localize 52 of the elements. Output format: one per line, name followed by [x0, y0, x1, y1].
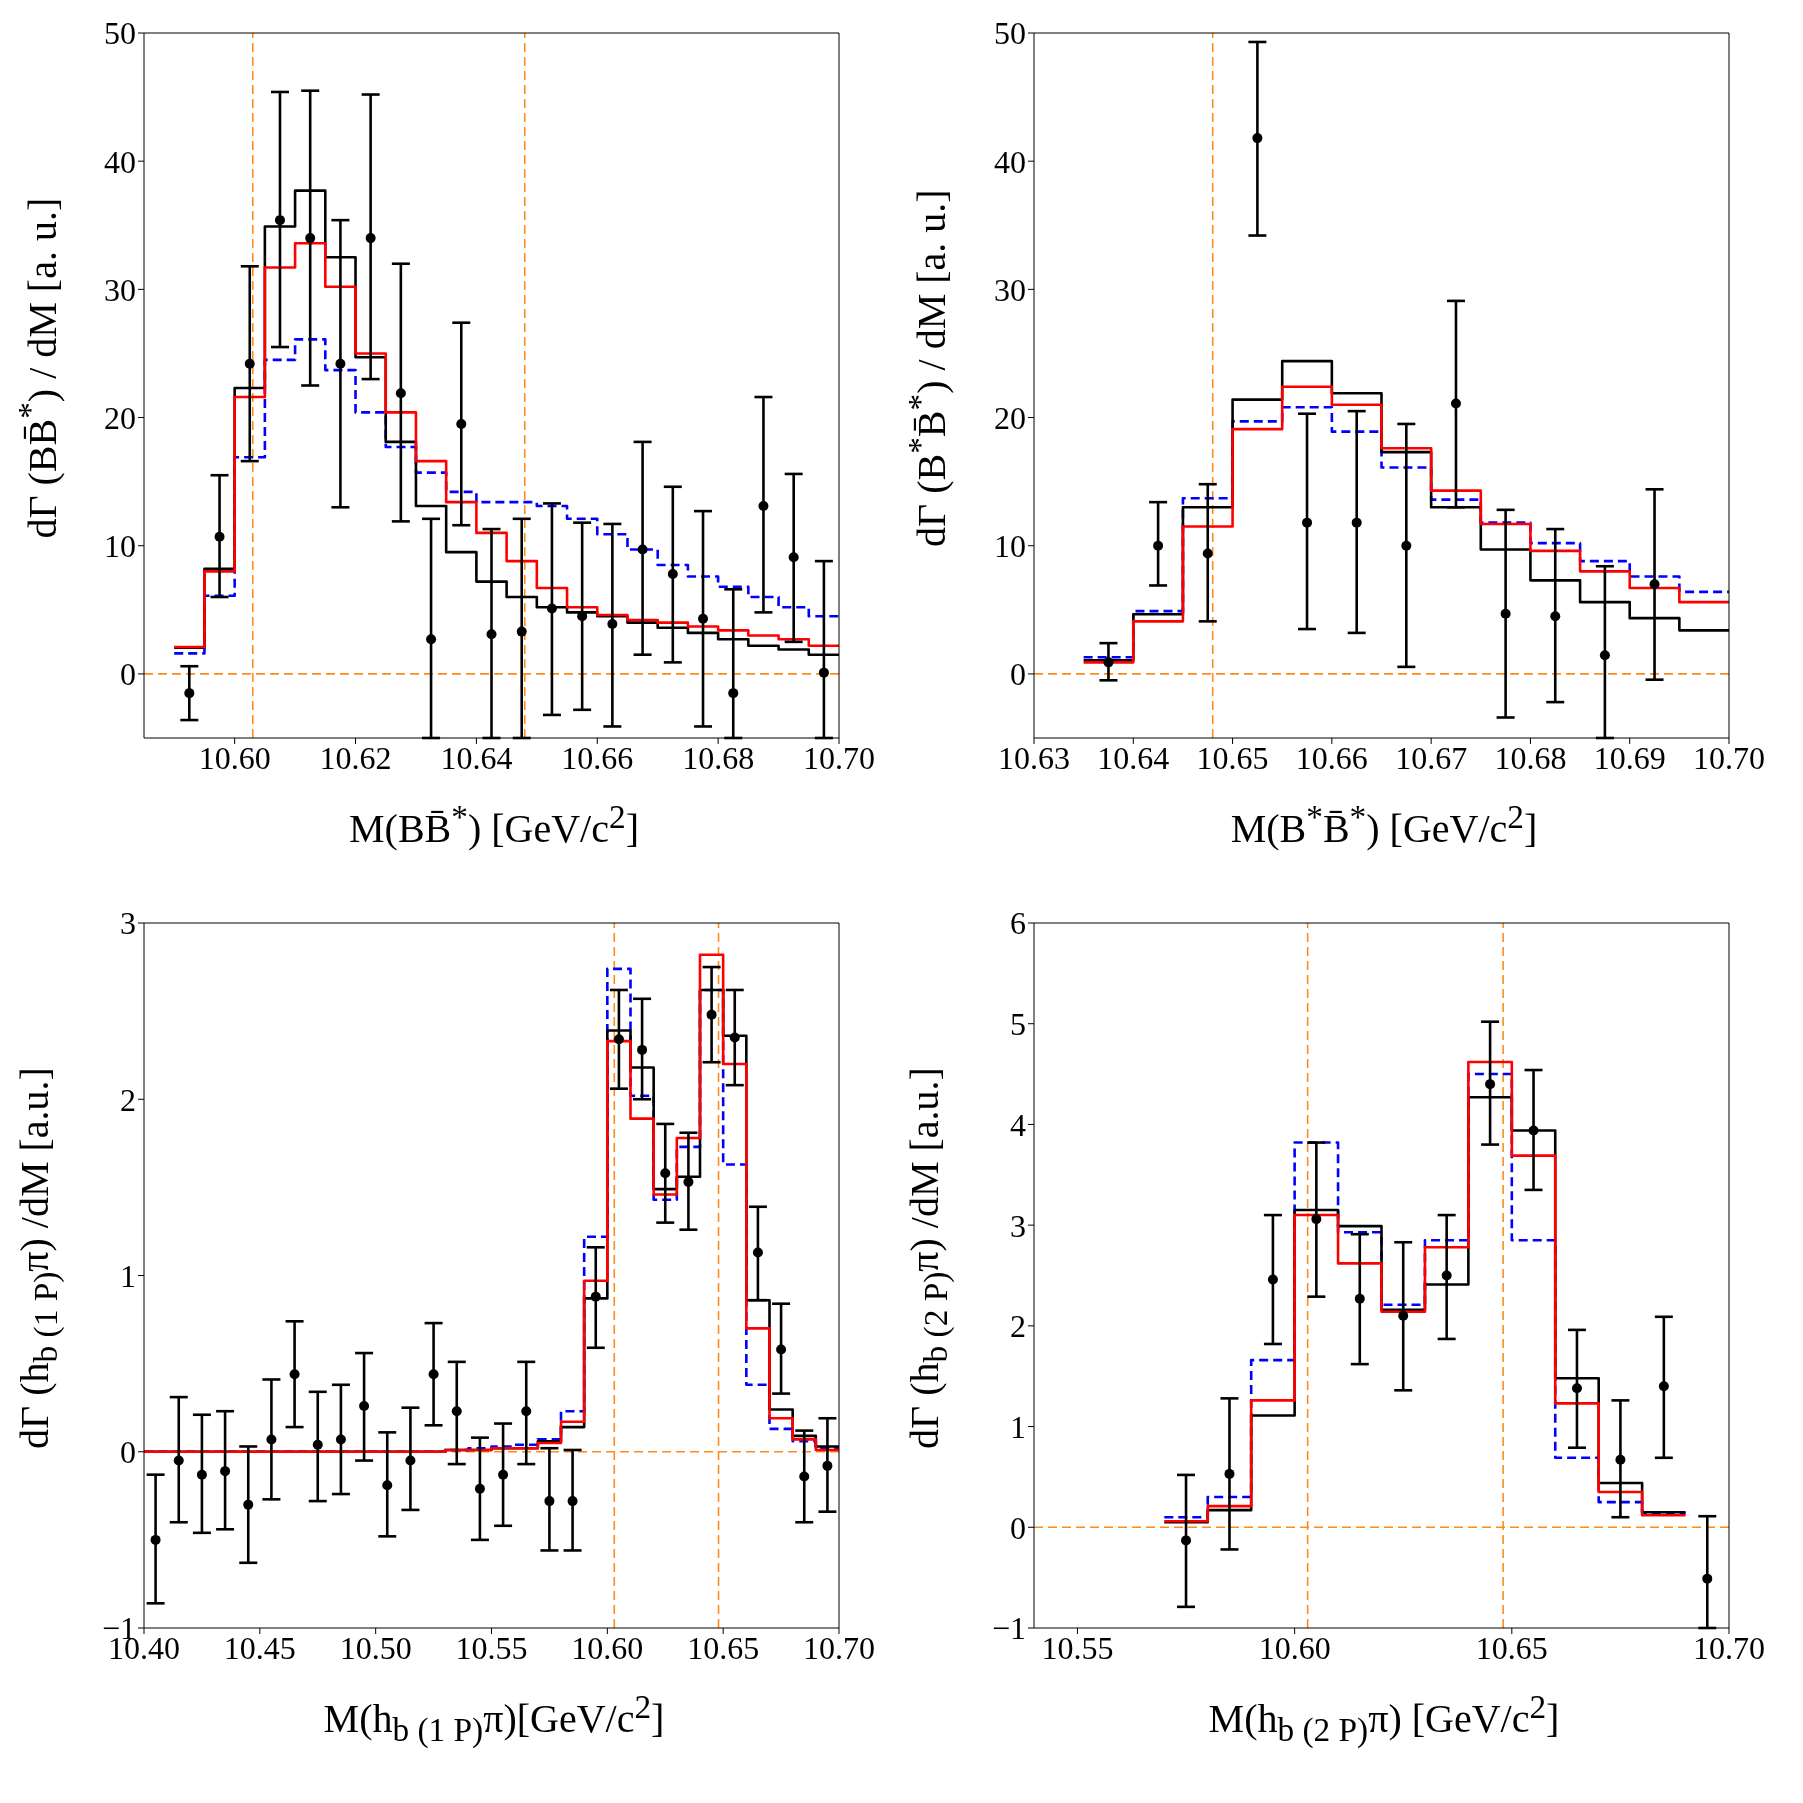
x-axis-title: M(BB̄$^{*}$) [GeV/c$^{2}$] [348, 798, 640, 853]
y-tick-label: 6 [1010, 905, 1026, 942]
y-tick-label: 1 [120, 1257, 136, 1294]
y-tick-label: 1 [1010, 1408, 1026, 1445]
y-tick-label: 0 [120, 1434, 136, 1471]
y-tick-label: 30 [994, 271, 1026, 308]
y-tick-label: 50 [104, 15, 136, 52]
x-tick-label: 10.60 [571, 1629, 644, 1666]
y-tick-label: 5 [1010, 1006, 1026, 1043]
x-tick-label: 10.65 [1196, 739, 1269, 776]
y-tick-label: 2 [120, 1081, 136, 1118]
x-tick-label: 10.66 [1295, 739, 1368, 776]
x-tick-label: 10.70 [1693, 1629, 1765, 1666]
x-tick-label: 10.68 [682, 739, 755, 776]
y-tick-label: 20 [104, 399, 136, 436]
y-tick-label: 2 [1010, 1308, 1026, 1345]
x-axis-title: M(B$^{*}$B̄$^{*}$) [GeV/c$^{2}$] [1229, 798, 1539, 853]
y-tick-label: 10 [104, 528, 136, 565]
x-tick-label: 10.70 [803, 1629, 875, 1666]
x-tick-label: 10.63 [998, 739, 1070, 776]
x-axis-title: M(h$_{b (1 P)}$π)[GeV/c$^{2}$] [322, 1688, 666, 1750]
x-tick-label: 10.70 [1693, 739, 1765, 776]
y-tick-label: 40 [104, 143, 136, 180]
y-tick-label: 40 [994, 143, 1026, 180]
y-tick-label: 0 [1010, 656, 1026, 693]
x-tick-label: 10.55 [1041, 1629, 1114, 1666]
x-tick-label: 10.64 [1097, 739, 1170, 776]
y-tick-label: 0 [1010, 1509, 1026, 1546]
x-tick-label: 10.67 [1395, 739, 1468, 776]
x-tick-label: 10.68 [1494, 739, 1567, 776]
y-tick-label: 0 [120, 656, 136, 693]
y-tick-label: 30 [104, 271, 136, 308]
y-tick-label: 3 [120, 905, 136, 942]
x-tick-label: 10.55 [455, 1629, 528, 1666]
x-tick-label: 10.64 [440, 739, 513, 776]
x-tick-label: 10.65 [687, 1629, 760, 1666]
x-tick-label: 10.45 [223, 1629, 296, 1666]
x-tick-label: 10.70 [803, 739, 875, 776]
y-tick-label: 3 [1010, 1207, 1026, 1244]
y-tick-label: 50 [994, 15, 1026, 52]
y-tick-label: 20 [994, 399, 1026, 436]
y-tick-label: −1 [991, 1610, 1026, 1647]
x-tick-label: 10.62 [319, 739, 392, 776]
y-tick-label: 10 [994, 528, 1026, 565]
x-axis-title: M(h$_{b (2 P)}$π) [GeV/c$^{2}$] [1207, 1688, 1561, 1750]
y-tick-label: 4 [1010, 1106, 1026, 1143]
x-tick-label: 10.60 [198, 739, 271, 776]
x-tick-label: 10.60 [1258, 1629, 1331, 1666]
x-tick-label: 10.69 [1593, 739, 1666, 776]
x-tick-label: 10.50 [339, 1629, 412, 1666]
x-tick-label: 10.65 [1475, 1629, 1548, 1666]
x-tick-label: 10.66 [561, 739, 634, 776]
